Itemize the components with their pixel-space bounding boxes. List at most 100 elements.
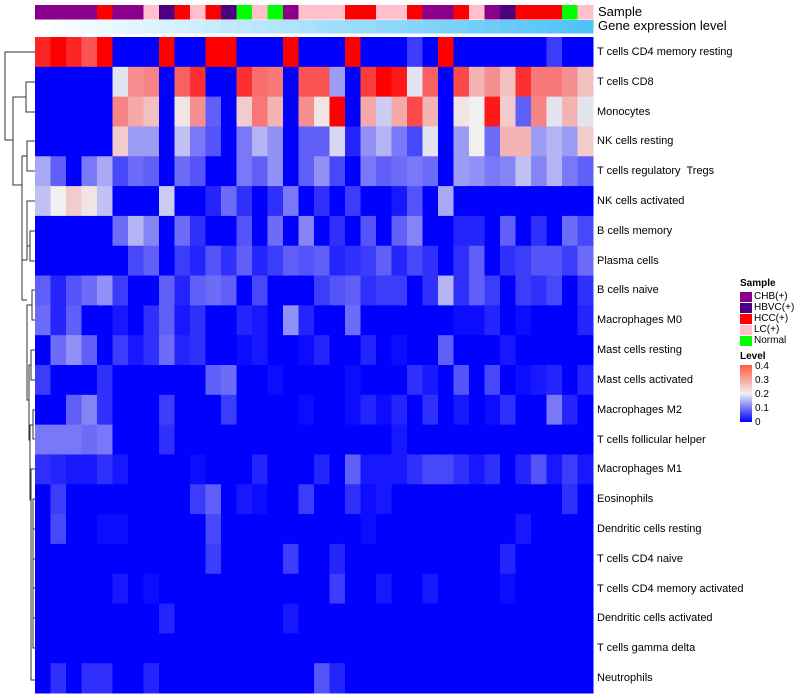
heatmap-cell [128, 245, 144, 277]
heatmap-cell [236, 514, 253, 545]
heatmap-cell [422, 573, 439, 605]
heatmap-cell [314, 305, 330, 336]
heatmap-cell [360, 484, 377, 515]
heatmap-cell [484, 365, 501, 396]
heatmap-cell [329, 96, 346, 127]
heatmap-cell [329, 37, 346, 68]
heatmap-cell [500, 215, 516, 247]
heatmap-cell [143, 275, 160, 306]
heatmap-cell [143, 394, 160, 426]
gene-level-annotation-cell [391, 20, 408, 34]
heatmap-cell [221, 186, 237, 217]
heatmap-cell [546, 514, 563, 545]
heatmap-cell [143, 514, 160, 545]
heatmap-cell [577, 245, 594, 277]
heatmap-cell [360, 96, 377, 127]
heatmap-cell [391, 394, 408, 426]
heatmap-cell [562, 484, 578, 515]
heatmap-cell [112, 365, 129, 396]
heatmap-cell [314, 543, 330, 575]
heatmap-cell [376, 126, 392, 157]
heatmap-cell [81, 663, 98, 694]
heatmap-cell [484, 663, 501, 694]
heatmap-cell [376, 96, 392, 127]
row-label: T cells regulatory Tregs [597, 165, 715, 178]
heatmap-cell [252, 186, 268, 217]
heatmap-cell [205, 126, 222, 157]
heatmap-cell [35, 514, 51, 545]
heatmap-cell [515, 663, 532, 694]
heatmap-cell [143, 543, 160, 575]
heatmap-cell [391, 543, 408, 575]
heatmap-cell [577, 633, 594, 664]
legend-item: Normal [740, 335, 786, 346]
heatmap-cell [469, 603, 485, 634]
heatmap-cell [515, 186, 532, 217]
heatmap-cell [283, 603, 299, 634]
heatmap-cell [469, 186, 485, 217]
heatmap-cell [500, 37, 516, 68]
heatmap-cell [531, 305, 547, 336]
heatmap-cell [407, 275, 423, 306]
heatmap-cell [577, 603, 594, 634]
heatmap-cell [422, 365, 439, 396]
heatmap-cell [283, 365, 299, 396]
heatmap-cell [360, 514, 377, 545]
heatmap-cell [453, 215, 470, 247]
heatmap-cell [283, 245, 299, 277]
heatmap-cell [159, 305, 175, 336]
heatmap-cell [298, 394, 315, 426]
sample-annotation-cell [438, 5, 454, 20]
heatmap-cell [66, 156, 82, 187]
heatmap-cell [205, 543, 222, 575]
heatmap-cell [50, 484, 67, 515]
row-label: Dendritic cells resting [597, 523, 702, 535]
heatmap-cell [66, 633, 82, 664]
heatmap-cell [97, 424, 113, 455]
heatmap-cell [562, 245, 578, 277]
heatmap-cell [345, 126, 361, 157]
heatmap-cell [81, 633, 98, 664]
heatmap-cell [112, 335, 129, 366]
heatmap-cell [190, 543, 206, 575]
heatmap-cell [562, 66, 578, 98]
heatmap-cell [562, 394, 578, 426]
heatmap-cell [422, 603, 439, 634]
row-label: Mast cells resting [597, 344, 682, 357]
heatmap-cell [469, 126, 485, 157]
heatmap-cells [35, 37, 594, 694]
heatmap-cell [546, 543, 563, 575]
heatmap-cell [128, 514, 144, 545]
heatmap-cell [81, 186, 98, 217]
heatmap-cell [562, 215, 578, 247]
dendrogram-branch [12, 96, 26, 186]
heatmap-cell [376, 305, 392, 336]
heatmap-cell [174, 484, 191, 515]
heatmap-cell [143, 305, 160, 336]
heatmap-cell [128, 275, 144, 306]
heatmap-cell [407, 365, 423, 396]
heatmap-cell [190, 454, 206, 485]
heatmap-cell [236, 156, 253, 187]
dendrogram-branch [30, 349, 35, 381]
heatmap-cell [500, 156, 516, 187]
gene-level-annotation-cell [97, 20, 113, 34]
heatmap-cell [205, 37, 222, 68]
heatmap-cell [112, 126, 129, 157]
heatmap-cell [159, 543, 175, 575]
heatmap-cell [329, 245, 346, 277]
heatmap-cell [500, 394, 516, 426]
level-tick-label: 0.3 [755, 375, 769, 386]
heatmap-cell [159, 514, 175, 545]
heatmap-cell [438, 663, 454, 694]
gene-level-annotation-cell [50, 20, 67, 34]
heatmap-cell [314, 66, 330, 98]
heatmap-cell [267, 663, 284, 694]
heatmap-cell [438, 275, 454, 306]
heatmap-cell [376, 454, 392, 485]
heatmap-cell [345, 335, 361, 366]
heatmap-cell [128, 633, 144, 664]
heatmap-cell [345, 663, 361, 694]
heatmap-cell [267, 66, 284, 98]
heatmap-cell [500, 305, 516, 336]
